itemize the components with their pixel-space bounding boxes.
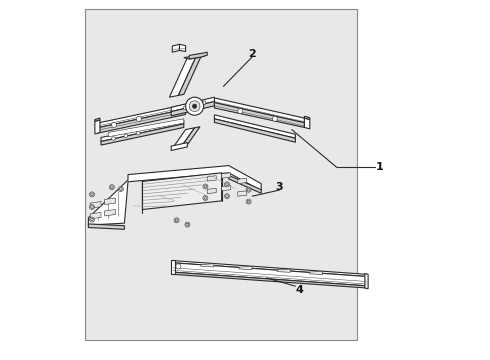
Polygon shape (189, 52, 207, 59)
Polygon shape (215, 103, 304, 127)
Polygon shape (173, 128, 195, 148)
Circle shape (272, 116, 277, 121)
Polygon shape (101, 124, 184, 145)
Polygon shape (184, 54, 207, 59)
Polygon shape (207, 176, 216, 181)
Circle shape (224, 182, 229, 187)
Circle shape (91, 193, 94, 196)
Polygon shape (101, 120, 184, 141)
Polygon shape (98, 109, 186, 133)
Polygon shape (98, 104, 186, 128)
Circle shape (189, 101, 200, 112)
Polygon shape (215, 115, 295, 138)
Circle shape (204, 185, 207, 188)
Circle shape (225, 195, 228, 198)
Polygon shape (171, 97, 215, 112)
Polygon shape (88, 166, 261, 225)
Polygon shape (108, 119, 184, 137)
Polygon shape (171, 143, 187, 150)
Polygon shape (310, 271, 322, 275)
Circle shape (110, 186, 113, 189)
Polygon shape (239, 266, 252, 270)
Polygon shape (143, 173, 221, 210)
Circle shape (91, 218, 94, 221)
Polygon shape (178, 55, 202, 95)
Circle shape (118, 186, 123, 192)
Circle shape (247, 200, 250, 203)
Polygon shape (90, 202, 101, 208)
Polygon shape (304, 116, 310, 120)
Polygon shape (88, 224, 124, 229)
Circle shape (136, 117, 141, 122)
Polygon shape (95, 120, 100, 134)
Circle shape (204, 197, 207, 199)
Circle shape (91, 206, 94, 208)
Circle shape (186, 223, 189, 226)
Polygon shape (171, 260, 175, 274)
Circle shape (175, 219, 178, 222)
Circle shape (238, 109, 243, 114)
Text: 4: 4 (295, 285, 303, 295)
Bar (85, 9, 357, 340)
Polygon shape (104, 198, 116, 204)
Polygon shape (229, 175, 261, 193)
Polygon shape (365, 274, 368, 289)
Polygon shape (173, 263, 367, 286)
Polygon shape (215, 98, 304, 123)
Polygon shape (238, 191, 247, 196)
Circle shape (193, 104, 197, 108)
Circle shape (111, 122, 117, 127)
Polygon shape (182, 127, 200, 146)
Circle shape (247, 188, 250, 191)
Polygon shape (184, 101, 205, 110)
Circle shape (90, 204, 95, 210)
Circle shape (176, 264, 181, 269)
Polygon shape (171, 102, 215, 116)
Polygon shape (221, 173, 231, 178)
Polygon shape (207, 188, 216, 194)
Circle shape (90, 217, 95, 222)
Circle shape (246, 199, 251, 204)
Polygon shape (304, 118, 310, 129)
Circle shape (203, 195, 208, 201)
Circle shape (112, 137, 115, 140)
Circle shape (90, 192, 95, 197)
Text: 2: 2 (248, 49, 256, 59)
Polygon shape (277, 269, 290, 272)
Circle shape (203, 184, 208, 189)
Polygon shape (172, 44, 179, 52)
Circle shape (124, 134, 127, 138)
Circle shape (120, 188, 122, 190)
Circle shape (186, 97, 204, 115)
Polygon shape (238, 178, 247, 184)
Polygon shape (173, 272, 367, 288)
Circle shape (109, 185, 114, 190)
Polygon shape (179, 44, 186, 51)
Text: 3: 3 (275, 182, 283, 192)
Circle shape (136, 131, 140, 135)
Polygon shape (215, 119, 295, 142)
Circle shape (246, 187, 251, 192)
Polygon shape (95, 118, 100, 121)
Circle shape (174, 218, 179, 223)
Circle shape (185, 222, 190, 227)
Circle shape (225, 183, 228, 186)
Polygon shape (90, 212, 101, 219)
Polygon shape (201, 264, 214, 267)
Polygon shape (170, 56, 196, 97)
Circle shape (224, 194, 229, 199)
Polygon shape (221, 185, 231, 191)
Polygon shape (104, 210, 116, 216)
Polygon shape (173, 261, 367, 276)
Text: 1: 1 (376, 162, 384, 172)
